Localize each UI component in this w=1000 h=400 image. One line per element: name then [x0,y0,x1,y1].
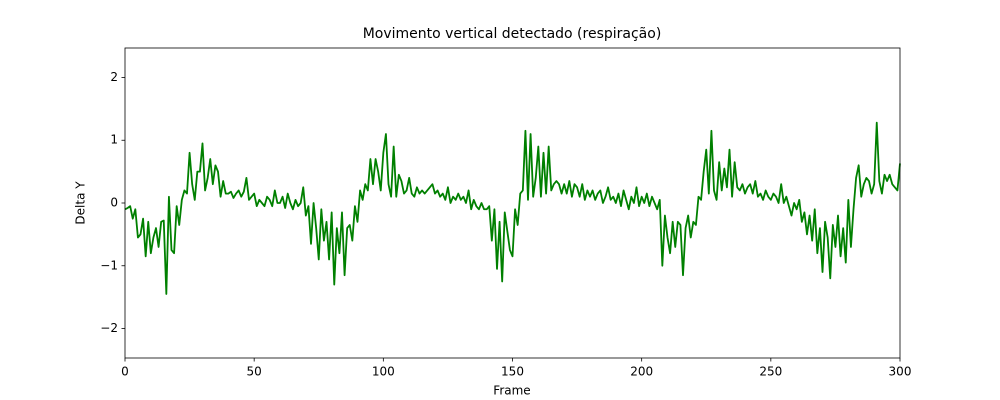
y-tick-label: −2 [100,321,118,335]
x-axis-label: Frame [493,384,530,398]
x-tick-label: 0 [121,365,129,379]
y-tick-label: −1 [100,258,118,272]
x-tick-label: 50 [247,365,262,379]
y-tick-label: 2 [110,70,118,84]
x-tick-label: 200 [630,365,653,379]
chart-title: Movimento vertical detectado (respiração… [363,26,662,42]
y-tick-label: 0 [110,196,118,210]
x-tick-label: 250 [759,365,782,379]
data-line [124,121,901,295]
x-tick-label: 100 [372,365,395,379]
y-tick-label: 1 [110,133,118,147]
axes-frame [124,47,901,359]
y-axis-label: Delta Y [74,181,88,225]
x-tick-label: 150 [501,365,524,379]
x-tick-label: 300 [889,365,912,379]
